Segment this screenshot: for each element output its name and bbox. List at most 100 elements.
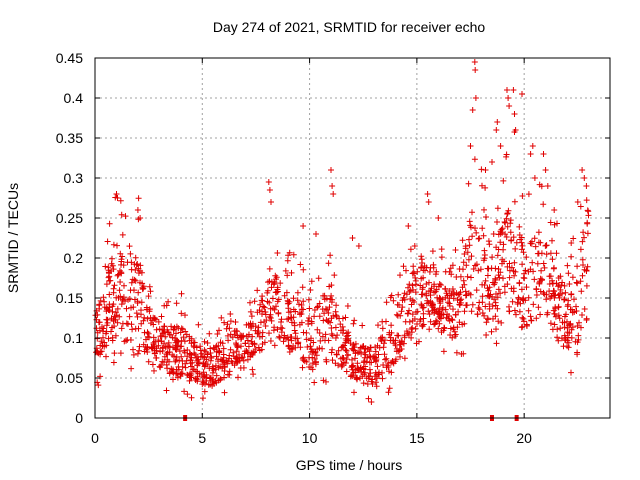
data-point — [263, 317, 270, 324]
data-point — [332, 335, 339, 341]
data-point — [342, 347, 349, 353]
data-point — [584, 230, 591, 237]
data-point — [400, 263, 407, 270]
data-point — [536, 280, 543, 287]
data-point — [114, 195, 121, 201]
data-point — [345, 351, 351, 358]
data-point — [273, 274, 280, 281]
data-point — [233, 348, 240, 355]
data-point — [277, 280, 284, 287]
data-point — [518, 286, 525, 293]
data-point — [497, 290, 504, 297]
data-point — [408, 301, 415, 308]
y-tick-label: 0.35 — [56, 130, 83, 146]
x-tick-label: 20 — [516, 430, 532, 446]
data-point — [562, 289, 569, 296]
data-point — [213, 372, 220, 379]
data-point — [485, 265, 492, 272]
data-point — [396, 339, 403, 346]
data-point — [561, 282, 568, 289]
data-point — [271, 324, 278, 331]
data-point — [261, 339, 268, 346]
data-point — [433, 268, 440, 275]
data-point — [227, 311, 234, 317]
data-point — [324, 306, 331, 313]
data-point — [385, 389, 392, 396]
data-point — [126, 313, 133, 320]
data-point — [103, 316, 110, 323]
data-point — [484, 315, 491, 322]
data-point — [143, 306, 150, 313]
data-point — [98, 338, 105, 345]
data-point — [175, 366, 182, 373]
data-point — [215, 348, 222, 355]
data-point — [466, 218, 473, 225]
data-point — [137, 262, 144, 269]
data-point — [479, 225, 486, 232]
data-point — [583, 183, 590, 189]
data-point — [94, 329, 101, 336]
data-point — [114, 272, 121, 279]
data-point — [188, 394, 195, 401]
data-point — [394, 348, 400, 355]
data-point — [427, 292, 434, 299]
data-point — [471, 156, 478, 163]
data-point — [300, 354, 307, 361]
data-point — [565, 270, 572, 277]
data-point — [225, 337, 232, 344]
data-point — [158, 332, 165, 339]
data-point — [486, 305, 493, 312]
data-point — [255, 324, 262, 331]
data-point — [315, 275, 322, 282]
data-point — [110, 241, 117, 248]
data-point — [574, 280, 581, 287]
data-point — [217, 363, 224, 370]
data-point — [188, 363, 195, 370]
data-point — [178, 325, 185, 332]
data-point — [140, 285, 147, 292]
data-point — [118, 269, 125, 276]
data-point — [101, 298, 108, 305]
data-point — [446, 295, 453, 302]
data-point — [123, 305, 130, 312]
data-point — [221, 374, 228, 381]
data-point — [117, 279, 124, 285]
data-point — [398, 308, 405, 315]
data-point — [121, 282, 127, 289]
data-point — [156, 363, 163, 370]
data-point — [523, 284, 530, 291]
data-point — [101, 339, 108, 346]
data-point — [133, 310, 140, 317]
data-point — [319, 306, 326, 313]
data-point — [192, 377, 199, 383]
data-point — [574, 349, 581, 356]
data-point — [363, 358, 370, 365]
data-point — [531, 175, 538, 181]
data-point — [97, 351, 104, 358]
data-point — [201, 338, 208, 345]
data-point — [583, 197, 590, 204]
y-tick-label: 0 — [75, 410, 83, 426]
data-point — [223, 325, 230, 332]
data-point — [141, 314, 148, 321]
data-point — [426, 311, 433, 318]
data-point — [479, 182, 485, 189]
data-point — [204, 351, 211, 358]
data-point — [135, 325, 142, 332]
data-point — [191, 366, 197, 373]
data-point — [313, 231, 319, 237]
data-point — [118, 261, 124, 268]
data-point — [164, 365, 171, 372]
data-point — [118, 325, 125, 332]
data-point — [537, 311, 544, 318]
data-point — [285, 336, 292, 343]
data-point — [449, 286, 456, 292]
data-point — [204, 340, 211, 346]
data-point — [184, 391, 191, 398]
y-tick-label: 0.1 — [64, 330, 84, 346]
data-point — [483, 214, 489, 220]
data-point — [564, 318, 570, 325]
data-point — [202, 362, 208, 369]
data-point — [254, 328, 261, 335]
data-point — [372, 379, 379, 386]
